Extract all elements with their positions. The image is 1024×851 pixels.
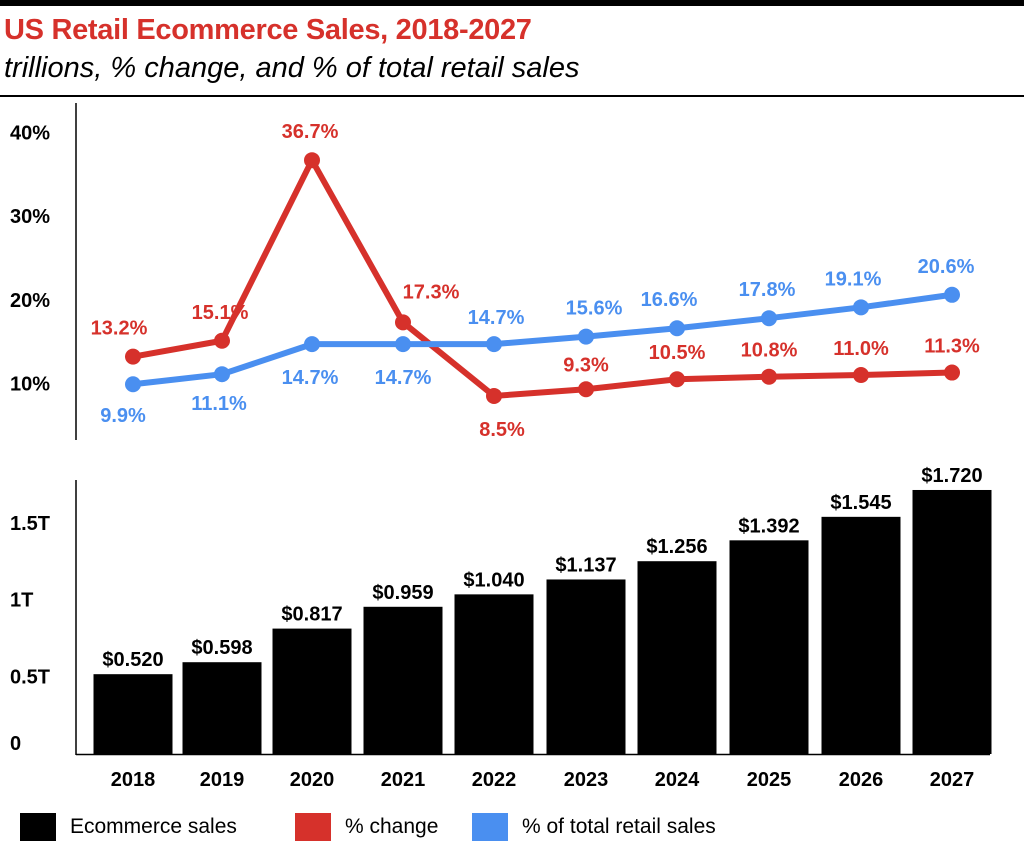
bar-data-label-2025: $1.392	[738, 515, 799, 537]
line-point-percent-of-total-2027	[944, 286, 960, 303]
bar-2024	[637, 561, 717, 754]
line-data-label-percent-change-2026: 11.0%	[833, 338, 889, 360]
bar-y-tick-label-2: 1T	[10, 590, 33, 612]
x-tick-label-2023: 2023	[564, 769, 609, 791]
line-series-percent-of-total	[130, 291, 955, 388]
x-tick-label-2022: 2022	[472, 769, 517, 791]
x-tick-label-2026: 2026	[839, 769, 884, 791]
line-point-percent-of-total-2024	[669, 320, 685, 337]
legend-item-percent-of-total: % of total retail sales	[472, 812, 716, 842]
line-data-label-percent-of-total-2020: 14.7%	[282, 367, 339, 389]
bar-data-label-2026: $1.545	[830, 492, 891, 514]
x-tick-label-2025: 2025	[747, 769, 792, 791]
bar-2026	[821, 516, 901, 754]
line-point-percent-of-total-2019	[214, 366, 230, 383]
line-data-label-percent-change-2021: 17.3%	[403, 281, 460, 303]
line-point-percent-of-total-2020	[304, 336, 320, 353]
line-point-percent-change-2023	[578, 381, 594, 398]
header-rule	[0, 95, 1024, 97]
line-point-percent-change-2027	[944, 364, 960, 381]
line-point-percent-change-2020	[304, 152, 320, 169]
line-point-percent-of-total-2022	[486, 336, 502, 353]
line-data-label-percent-of-total-2018: 9.9%	[100, 405, 146, 427]
legend-item-percent-change: % change	[295, 812, 438, 842]
bar-y-tick-label-0: 0	[10, 733, 21, 755]
line-point-percent-of-total-2023	[578, 328, 594, 345]
line-point-percent-of-total-2021	[395, 336, 411, 353]
bar-2018	[93, 674, 173, 754]
bar-data-label-2019: $0.598	[191, 637, 252, 659]
bar-2019	[182, 662, 262, 754]
line-data-label-percent-change-2019: 15.1%	[192, 302, 249, 324]
bar-data-label-2018: $0.520	[102, 649, 163, 671]
line-y-tick-label-10: 10%	[10, 373, 50, 395]
line-data-label-percent-of-total-2026: 19.1%	[825, 268, 882, 290]
bar-2023	[546, 579, 626, 754]
legend-label-ecommerce-sales: Ecommerce sales	[70, 815, 237, 838]
bar-data-label-2022: $1.040	[463, 569, 524, 591]
bar-data-label-2021: $0.959	[372, 582, 433, 604]
line-data-label-percent-of-total-2027: 20.6%	[918, 256, 975, 278]
legend-swatch-percent-of-total	[472, 813, 508, 841]
bar-data-label-2023: $1.137	[555, 554, 616, 576]
line-point-percent-change-2019	[214, 332, 230, 349]
line-point-percent-change-2026	[853, 367, 869, 384]
legend-swatch-ecommerce-sales	[20, 813, 56, 841]
line-point-percent-change-2025	[761, 368, 777, 385]
line-data-label-percent-change-2025: 10.8%	[741, 340, 798, 362]
line-data-label-percent-change-2020: 36.7%	[282, 121, 339, 143]
legend-item-ecommerce-sales: Ecommerce sales	[20, 812, 237, 842]
bar-2020	[272, 628, 352, 754]
line-data-label-percent-of-total-2025: 17.8%	[739, 279, 796, 301]
line-y-tick-label-40: 40%	[10, 123, 50, 145]
bar-data-label-2024: $1.256	[646, 536, 707, 558]
line-data-label-percent-change-2024: 10.5%	[649, 342, 706, 364]
x-tick-label-2018: 2018	[111, 769, 156, 791]
line-point-percent-of-total-2026	[853, 299, 869, 316]
line-point-percent-change-2018	[125, 348, 141, 365]
top-rule	[0, 0, 1024, 6]
bar-2021	[363, 606, 443, 754]
legend-swatch-percent-change	[295, 813, 331, 841]
chart-subtitle: trillions, % change, and % of total reta…	[4, 52, 580, 84]
bar-y-tick-label-3: 1.5T	[10, 513, 50, 535]
chart-title: US Retail Ecommerce Sales, 2018-2027	[4, 14, 532, 46]
x-tick-label-2019: 2019	[200, 769, 245, 791]
bar-2027	[912, 489, 992, 754]
line-data-label-percent-of-total-2019: 11.1%	[191, 393, 247, 415]
line-point-percent-change-2022	[486, 387, 502, 404]
bar-data-label-2027: $1.720	[921, 465, 982, 487]
line-data-label-percent-of-total-2021: 14.7%	[375, 367, 432, 389]
chart-canvas: 10% 20% 30% 40% 13.2% 15.1% 36.7% 17.3% 8.5% 9.3%…	[10, 103, 992, 791]
line-data-label-percent-change-2023: 9.3%	[563, 354, 609, 376]
legend-label-percent-change: % change	[345, 815, 439, 838]
x-tick-label-2020: 2020	[290, 769, 335, 791]
bar-2022	[454, 594, 534, 754]
line-data-label-percent-of-total-2023: 15.6%	[566, 298, 623, 320]
line-data-label-percent-of-total-2024: 16.6%	[641, 289, 698, 311]
line-point-percent-change-2024	[669, 371, 685, 388]
line-data-label-percent-change-2027: 11.3%	[924, 336, 980, 358]
line-data-label-percent-change-2022: 8.5%	[479, 419, 525, 441]
x-tick-label-2027: 2027	[930, 769, 975, 791]
bar-y-tick-label-1: 0.5T	[10, 666, 50, 688]
x-tick-label-2021: 2021	[381, 769, 426, 791]
line-point-percent-change-2021	[395, 314, 411, 331]
line-series-percent-change	[130, 157, 955, 399]
line-point-percent-of-total-2025	[761, 310, 777, 327]
legend-label-percent-of-total: % of total retail sales	[522, 815, 716, 838]
x-tick-label-2024: 2024	[655, 769, 700, 791]
line-data-label-percent-of-total-2022: 14.7%	[468, 307, 525, 329]
line-point-percent-of-total-2018	[125, 376, 141, 393]
bar-data-label-2020: $0.817	[281, 604, 342, 626]
bar-2025	[729, 540, 809, 754]
line-data-label-percent-change-2018: 13.2%	[91, 318, 148, 340]
line-y-tick-label-20: 20%	[10, 290, 50, 312]
line-y-tick-label-30: 30%	[10, 206, 50, 228]
legend: Ecommerce sales % change % of total reta…	[0, 808, 1024, 844]
